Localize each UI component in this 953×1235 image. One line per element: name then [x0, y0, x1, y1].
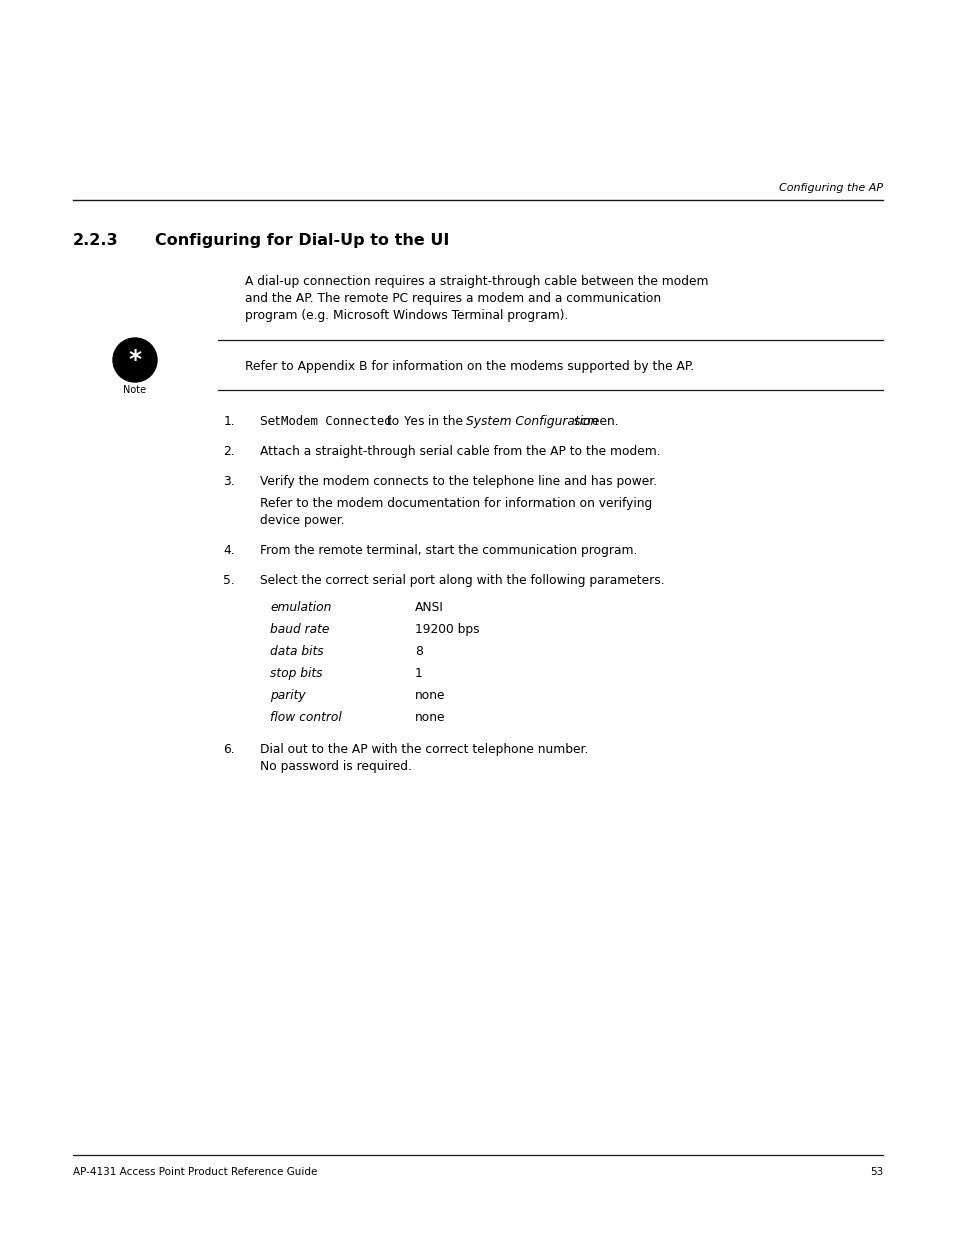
Text: 3.: 3.: [223, 475, 234, 488]
Text: none: none: [415, 711, 445, 724]
Text: A dial-up connection requires a straight-through cable between the modem: A dial-up connection requires a straight…: [245, 275, 708, 288]
Text: program (e.g. Microsoft Windows Terminal program).: program (e.g. Microsoft Windows Terminal…: [245, 309, 568, 322]
Text: ANSI: ANSI: [415, 601, 443, 614]
Text: From the remote terminal, start the communication program.: From the remote terminal, start the comm…: [260, 543, 637, 557]
Text: 4.: 4.: [223, 543, 234, 557]
Text: Refer to the modem documentation for information on verifying: Refer to the modem documentation for inf…: [260, 496, 652, 510]
Text: Yes: Yes: [403, 415, 425, 429]
Text: AP-4131 Access Point Product Reference Guide: AP-4131 Access Point Product Reference G…: [73, 1167, 317, 1177]
Text: No password is required.: No password is required.: [260, 760, 412, 773]
Text: 19200 bps: 19200 bps: [415, 622, 479, 636]
Text: and the AP. The remote PC requires a modem and a communication: and the AP. The remote PC requires a mod…: [245, 291, 660, 305]
Text: stop bits: stop bits: [270, 667, 322, 680]
Text: 6.: 6.: [223, 743, 234, 756]
Text: Refer to Appendix B for information on the modems supported by the AP.: Refer to Appendix B for information on t…: [245, 359, 694, 373]
Text: data bits: data bits: [270, 645, 323, 658]
Text: 5.: 5.: [223, 574, 234, 587]
Text: screen.: screen.: [569, 415, 618, 429]
Text: *: *: [129, 348, 141, 372]
Text: emulation: emulation: [270, 601, 331, 614]
Text: Dial out to the AP with the correct telephone number.: Dial out to the AP with the correct tele…: [260, 743, 588, 756]
Text: Note: Note: [123, 385, 147, 395]
Text: device power.: device power.: [260, 514, 344, 527]
Text: in the: in the: [423, 415, 466, 429]
Text: Select the correct serial port along with the following parameters.: Select the correct serial port along wit…: [260, 574, 664, 587]
Circle shape: [112, 338, 157, 382]
Text: none: none: [415, 689, 445, 701]
Text: 53: 53: [869, 1167, 882, 1177]
Text: 2.2.3: 2.2.3: [73, 233, 118, 248]
Text: baud rate: baud rate: [270, 622, 329, 636]
Text: flow control: flow control: [270, 711, 341, 724]
Text: 8: 8: [415, 645, 422, 658]
Text: Modem Connected: Modem Connected: [280, 415, 391, 429]
Text: 1: 1: [415, 667, 422, 680]
Text: 1.: 1.: [223, 415, 234, 429]
Text: Verify the modem connects to the telephone line and has power.: Verify the modem connects to the telepho…: [260, 475, 657, 488]
Text: parity: parity: [270, 689, 305, 701]
Text: Set: Set: [260, 415, 284, 429]
Text: Attach a straight-through serial cable from the AP to the modem.: Attach a straight-through serial cable f…: [260, 445, 659, 458]
Text: Configuring the AP: Configuring the AP: [778, 183, 882, 193]
Text: to: to: [382, 415, 402, 429]
Text: Configuring for Dial-Up to the UI: Configuring for Dial-Up to the UI: [154, 233, 449, 248]
Text: 2.: 2.: [223, 445, 234, 458]
Text: System Configuration: System Configuration: [465, 415, 598, 429]
